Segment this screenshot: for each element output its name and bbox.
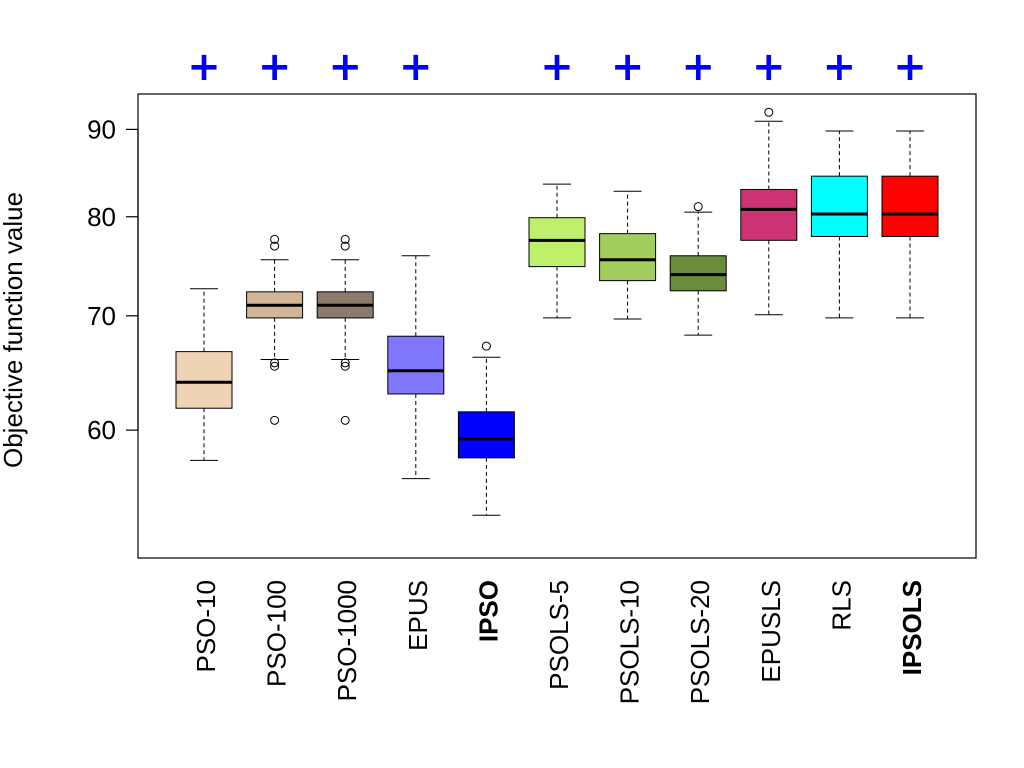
plus-marker: + [187, 44, 221, 90]
y-tick-label: 70 [87, 301, 116, 331]
y-axis-label: Objective function value [0, 192, 28, 468]
x-tick-label: RLS [826, 580, 856, 631]
outlier-point [270, 358, 280, 368]
box-rect [881, 175, 939, 237]
outlier-point [481, 341, 491, 351]
x-axis-labels: PSO-10 PSO-100 PSO-1000 EPUS IPSO PSOLS-5 PSOL… [191, 580, 927, 704]
outlier-point [340, 415, 350, 425]
box-rls [810, 130, 868, 319]
outlier-point [340, 241, 350, 251]
plus-marker: + [399, 44, 433, 90]
plus-marker: + [258, 44, 292, 90]
box-rect [175, 351, 233, 409]
box-psols-5 [528, 183, 586, 319]
y-tick-label: 80 [87, 202, 116, 232]
x-tick-label: PSO-1000 [332, 580, 362, 701]
x-tick-label: PSOLS-20 [685, 580, 715, 704]
x-tick-label: EPUS [403, 580, 433, 651]
box-psols-10 [599, 190, 657, 320]
x-tick-label: PSOLS-10 [615, 580, 645, 704]
y-tick-label: 60 [87, 415, 116, 445]
outlier-point [270, 241, 280, 251]
box-ipsols [881, 130, 939, 319]
box-rect [810, 175, 868, 237]
box-rect [740, 188, 798, 241]
box-rect [457, 411, 515, 459]
outlier-point [764, 107, 774, 117]
significance-markers: + + + + + + + + + + [187, 44, 927, 90]
x-tick-label: EPUSLS [756, 580, 786, 683]
outlier-point [340, 358, 350, 368]
plus-marker: + [823, 44, 857, 90]
outlier-point [270, 234, 280, 244]
box-ipso [457, 341, 515, 516]
plus-marker: + [893, 44, 927, 90]
box-psols-20 [669, 202, 727, 336]
y-axis: 60 70 80 90 [87, 114, 139, 445]
outlier-point [340, 361, 350, 371]
plot-frame [137, 93, 977, 559]
plus-marker: + [540, 44, 574, 90]
box-pso-10 [175, 288, 233, 461]
box-pso-1000 [316, 234, 374, 425]
x-tick-label: PSO-100 [262, 580, 292, 687]
box-rect [387, 335, 445, 395]
plus-marker: + [328, 44, 362, 90]
box-rect [599, 233, 657, 282]
y-tick-label: 90 [87, 114, 116, 144]
box-epusls [740, 107, 798, 316]
box-epus [387, 255, 445, 480]
box-pso-100 [246, 234, 304, 425]
x-tick-label: IPSO [473, 580, 503, 642]
outlier-point [693, 202, 703, 212]
plus-marker: + [681, 44, 715, 90]
x-tick-label: PSO-10 [191, 580, 221, 673]
outlier-point [270, 415, 280, 425]
boxes-group [175, 107, 939, 516]
plus-marker: + [611, 44, 645, 90]
box-rect [528, 217, 586, 268]
outlier-point [270, 361, 280, 371]
outlier-point [340, 234, 350, 244]
x-tick-label: IPSOLS [897, 580, 927, 675]
plus-marker: + [752, 44, 786, 90]
x-tick-label: PSOLS-5 [544, 580, 574, 690]
